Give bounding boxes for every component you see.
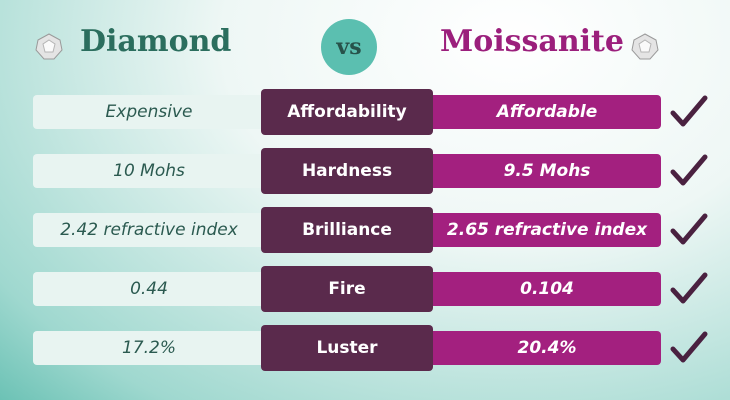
diamond-value: 0.44 <box>33 272 265 306</box>
property-label: Fire <box>261 266 433 312</box>
checkmark <box>670 331 708 363</box>
diamond-title: Diamond <box>80 24 232 59</box>
moissanite-value: 9.5 Mohs <box>433 154 661 188</box>
diamond-icon <box>35 33 63 60</box>
moissanite-value: 20.4% <box>433 331 661 365</box>
diamond-value: 2.42 refractive index <box>33 213 265 247</box>
checkmark <box>670 213 708 245</box>
checkmark <box>670 154 708 186</box>
vs-badge: vs <box>321 19 377 75</box>
moissanite-icon <box>631 33 659 60</box>
moissanite-title: Moissanite <box>440 24 624 59</box>
property-label: Brilliance <box>261 207 433 253</box>
diamond-value: Expensive <box>33 95 265 129</box>
property-label: Affordability <box>261 89 433 135</box>
moissanite-value: 2.65 refractive index <box>433 213 661 247</box>
property-label: Luster <box>261 325 433 371</box>
checkmark <box>670 272 708 304</box>
checkmark <box>670 95 708 127</box>
diamond-value: 10 Mohs <box>33 154 265 188</box>
moissanite-value: 0.104 <box>433 272 661 306</box>
moissanite-value: Affordable <box>433 95 661 129</box>
property-label: Hardness <box>261 148 433 194</box>
diamond-value: 17.2% <box>33 331 265 365</box>
